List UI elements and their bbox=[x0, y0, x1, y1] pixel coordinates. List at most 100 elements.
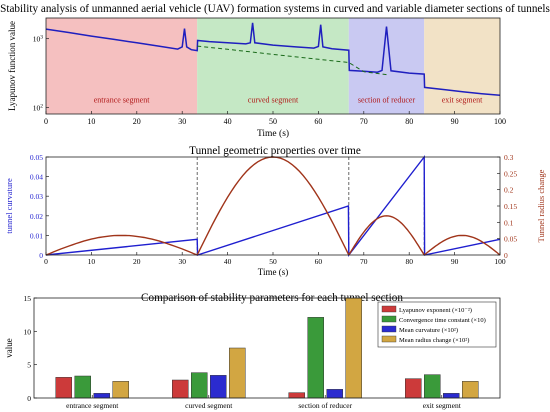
region-label-1: curved segment bbox=[248, 95, 299, 104]
bar-3-2 bbox=[443, 393, 460, 399]
chart1-xtick-label: 50 bbox=[269, 117, 277, 126]
chart1-region-labels: entrance segment curved segment section of… bbox=[94, 95, 483, 104]
chart3-xtick-label: curved segment bbox=[185, 401, 233, 410]
chart1-xtick-label: 90 bbox=[451, 117, 459, 126]
chart2-xtick-label: 60 bbox=[315, 257, 323, 266]
chart2-xlabel: Time (s) bbox=[258, 267, 288, 277]
chart1-xlabel: Time (s) bbox=[257, 128, 289, 139]
chart1-xtick-label: 70 bbox=[360, 117, 368, 126]
chart2-y2tick-label: 0.15 bbox=[504, 202, 517, 211]
chart2-xticks: 0 10 20 30 40 50 60 70 80 90 100 bbox=[44, 252, 506, 266]
chart3-xtick-label: entrance segment bbox=[66, 401, 119, 410]
chart2-xtick-label: 40 bbox=[224, 257, 232, 266]
legend-swatch-1 bbox=[381, 315, 397, 323]
chart1-xtick-label: 40 bbox=[224, 117, 232, 126]
legend-label-1: Convergence time constant (×10) bbox=[399, 317, 486, 324]
chart2-y2ticks: 0 0.05 0.1 0.15 0.2 0.25 0.3 bbox=[497, 153, 517, 260]
chart3-ylabel: value bbox=[4, 338, 14, 358]
chart2-ytick-label: 0.03 bbox=[30, 192, 43, 201]
chart1-ytick-exp: 3 bbox=[40, 35, 43, 41]
chart3-xtick-label: section of reducer bbox=[298, 401, 352, 410]
chart1-xtick-label: 80 bbox=[405, 117, 413, 126]
legend-box bbox=[377, 301, 497, 348]
chart2-curvature-line bbox=[45, 154, 501, 258]
chart2-y2label: Tunnel radius change bbox=[536, 169, 546, 242]
legend-swatch-0 bbox=[381, 305, 397, 313]
bar-0-1 bbox=[74, 375, 91, 399]
chart2-xtick-label: 70 bbox=[360, 257, 368, 266]
chart2-xtick-label: 100 bbox=[494, 257, 506, 266]
chart1-title: Stability analysis of unmanned aerial ve… bbox=[0, 3, 550, 15]
bar-0-2 bbox=[93, 393, 110, 399]
chart3-xticks: entrance segment curved segment section of… bbox=[66, 395, 462, 410]
chart2-ytick-label: 0.02 bbox=[30, 212, 43, 221]
legend-swatch-3 bbox=[381, 335, 397, 343]
bar-2-2 bbox=[326, 389, 343, 399]
chart1-regions bbox=[46, 18, 500, 114]
chart2-xtick-label: 10 bbox=[88, 257, 96, 266]
chart2-ytick-label: 0 bbox=[39, 251, 43, 260]
chart3-xtick-label: exit segment bbox=[423, 401, 462, 410]
chart1-ytick-label: 103 bbox=[33, 35, 44, 44]
chart2-xtick-label: 90 bbox=[451, 257, 459, 266]
bar-3-0 bbox=[405, 378, 422, 399]
chart2-y2tick-label: 0 bbox=[504, 251, 508, 260]
bar-3-1 bbox=[424, 374, 441, 399]
chart1-lines bbox=[45, 22, 501, 97]
chart1-xtick-label: 0 bbox=[44, 117, 48, 126]
bar-1-1 bbox=[191, 372, 208, 399]
bar-1-0 bbox=[172, 379, 189, 399]
bar-0-3 bbox=[112, 381, 129, 399]
chart1-xtick-label: 20 bbox=[133, 117, 141, 126]
chart3-ytick-label: 15 bbox=[24, 294, 32, 303]
chart3-legend: Lyapunov exponent (×10⁻²) Convergence tim… bbox=[377, 301, 497, 348]
bar-0-0 bbox=[55, 377, 72, 399]
chart3-frame bbox=[33, 297, 501, 399]
legend-label-0: Lyapunov exponent (×10⁻²) bbox=[399, 307, 472, 314]
chart2-ytick-label: 0.01 bbox=[30, 231, 43, 240]
chart2-xtick-label: 30 bbox=[178, 257, 186, 266]
chart1-yticks: 102 103 bbox=[33, 35, 49, 112]
chart1-xtick-label: 30 bbox=[178, 117, 186, 126]
chart2-ytick-label: 0.05 bbox=[30, 153, 43, 162]
chart1-xticks: 0 10 20 30 40 50 60 70 80 90 100 bbox=[44, 111, 506, 126]
chart2-xtick-label: 80 bbox=[405, 257, 413, 266]
chart3: Comparison of stability parameters for e… bbox=[4, 292, 501, 410]
chart3-ytick-label: 0 bbox=[27, 394, 31, 403]
chart1-series-0 bbox=[45, 22, 501, 97]
chart2-y2tick-label: 0.2 bbox=[504, 186, 514, 195]
chart2-yticks: 0 0.01 0.02 0.03 0.04 0.05 bbox=[30, 153, 49, 260]
bar-1-3 bbox=[229, 347, 246, 399]
chart3-ytick-label: 10 bbox=[24, 327, 32, 336]
region-3 bbox=[424, 18, 500, 114]
legend-label-3: Mean radius change (×10²) bbox=[399, 337, 469, 344]
chart1-ytick-label: 102 bbox=[33, 103, 44, 112]
chart2-lines bbox=[45, 154, 501, 258]
chart2-radius-segment-3 bbox=[423, 234, 501, 256]
legend-swatch-2 bbox=[381, 325, 397, 333]
chart1-xtick-label: 100 bbox=[494, 117, 506, 126]
chart1-ytick-exp: 2 bbox=[40, 103, 43, 109]
chart1-xtick-label: 10 bbox=[87, 117, 95, 126]
chart2-radius-segment-2 bbox=[348, 215, 425, 256]
chart1-xtick-label: 60 bbox=[314, 117, 322, 126]
chart2-radius-segment-1 bbox=[196, 156, 350, 256]
chart2-y2tick-label: 0.3 bbox=[504, 153, 514, 162]
bar-1-2 bbox=[210, 375, 227, 399]
region-label-3: exit segment bbox=[442, 95, 483, 104]
region-label-2: section of reducer bbox=[358, 95, 416, 104]
chart3-ytick-label: 5 bbox=[27, 361, 31, 370]
chart1-ylabel: Lyapunov function value bbox=[7, 21, 17, 111]
region-0 bbox=[46, 18, 198, 114]
bar-2-3 bbox=[345, 297, 362, 399]
chart3-yticks: 0 5 10 15 bbox=[24, 294, 37, 403]
chart2-radius-segment-0 bbox=[45, 234, 198, 256]
bar-2-1 bbox=[307, 317, 324, 399]
chart2-title: Tunnel geometric properties over time bbox=[189, 145, 361, 157]
chart2-xtick-label: 0 bbox=[44, 257, 48, 266]
legend-label-2: Mean curvature (×10²) bbox=[399, 327, 458, 334]
chart2-xtick-label: 20 bbox=[133, 257, 141, 266]
bar-3-3 bbox=[462, 381, 479, 399]
